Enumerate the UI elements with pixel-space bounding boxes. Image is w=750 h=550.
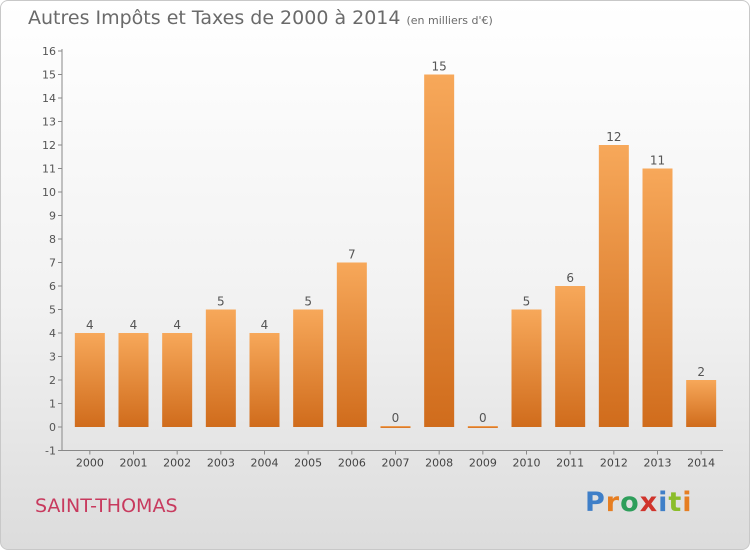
bar-value-label: 12 — [606, 130, 621, 144]
bar-value-label: 4 — [173, 318, 181, 332]
bar-value-label: 0 — [479, 411, 487, 425]
x-tick-label: 2000 — [76, 457, 104, 470]
x-tick-label: 2012 — [600, 457, 628, 470]
logo-letter: o — [620, 487, 640, 518]
y-tick-label: 10 — [42, 186, 56, 199]
bar — [642, 168, 673, 427]
bar-value-label: 11 — [650, 154, 665, 168]
y-tick-label: 0 — [49, 421, 56, 434]
bar — [467, 426, 498, 428]
proxiti-logo: Proxiti — [585, 487, 693, 518]
y-tick-label: 9 — [49, 210, 56, 223]
logo-letter: i — [682, 487, 693, 518]
bar-value-label: 15 — [432, 60, 447, 74]
bar-value-label: 5 — [304, 295, 312, 309]
x-tick-label: 2009 — [469, 457, 497, 470]
bar — [424, 74, 455, 427]
logo-letter: t — [668, 487, 683, 518]
y-tick-label: 6 — [49, 280, 56, 293]
logo-letter: x — [639, 487, 659, 518]
y-tick-label: 1 — [49, 398, 56, 411]
bar-value-label: 4 — [130, 318, 138, 332]
bar-value-label: 0 — [392, 411, 400, 425]
y-tick-label: 12 — [42, 139, 56, 152]
bar-value-label: 7 — [348, 248, 356, 262]
x-tick-label: 2014 — [687, 457, 715, 470]
x-tick-label: 2008 — [425, 457, 453, 470]
y-tick-label: 2 — [49, 374, 56, 387]
bar — [118, 333, 149, 427]
x-tick-label: 2004 — [251, 457, 279, 470]
y-tick-label: 4 — [49, 327, 56, 340]
x-tick-label: 2006 — [338, 457, 366, 470]
y-tick-label: -1 — [45, 445, 56, 458]
x-tick-label: 2007 — [382, 457, 410, 470]
bar — [555, 286, 586, 427]
bar-value-label: 2 — [697, 365, 705, 379]
bar-value-label: 5 — [217, 295, 225, 309]
y-tick-label: 14 — [42, 92, 56, 105]
chart-unit: (en milliers d'€) — [406, 14, 493, 27]
bar — [336, 262, 367, 427]
y-tick-label: 3 — [49, 351, 56, 364]
bar-value-label: 6 — [566, 271, 574, 285]
y-tick-label: 15 — [42, 69, 56, 82]
bar — [249, 333, 280, 427]
y-tick-label: 7 — [49, 257, 56, 270]
commune-name: SAINT-THOMAS — [35, 495, 178, 517]
chart-title: Autres Impôts et Taxes de 2000 à 2014 (en… — [28, 7, 493, 29]
bar — [205, 309, 236, 427]
bar-value-label: 5 — [523, 295, 531, 309]
bar — [293, 309, 324, 427]
logo-letter: P — [585, 487, 606, 518]
y-tick-label: 5 — [49, 304, 56, 317]
chart-title-text: Autres Impôts et Taxes de 2000 à 2014 — [28, 7, 401, 29]
x-tick-label: 2011 — [556, 457, 584, 470]
y-tick-label: 16 — [42, 45, 56, 58]
logo-letter: i — [658, 487, 669, 518]
y-tick-label: 8 — [49, 233, 56, 246]
x-tick-label: 2013 — [644, 457, 672, 470]
bar — [511, 309, 542, 427]
bar — [380, 426, 411, 428]
x-tick-label: 2005 — [294, 457, 322, 470]
bar-value-label: 4 — [86, 318, 94, 332]
x-tick-label: 2003 — [207, 457, 235, 470]
bar — [598, 145, 629, 427]
bar — [686, 380, 717, 427]
bar — [74, 333, 105, 427]
y-tick-label: 13 — [42, 116, 56, 129]
x-tick-label: 2010 — [513, 457, 541, 470]
y-tick-label: 11 — [42, 163, 56, 176]
x-tick-label: 2001 — [120, 457, 148, 470]
x-tick-label: 2002 — [163, 457, 191, 470]
bar — [162, 333, 193, 427]
bar-value-label: 4 — [261, 318, 269, 332]
logo-letter: r — [605, 487, 621, 518]
